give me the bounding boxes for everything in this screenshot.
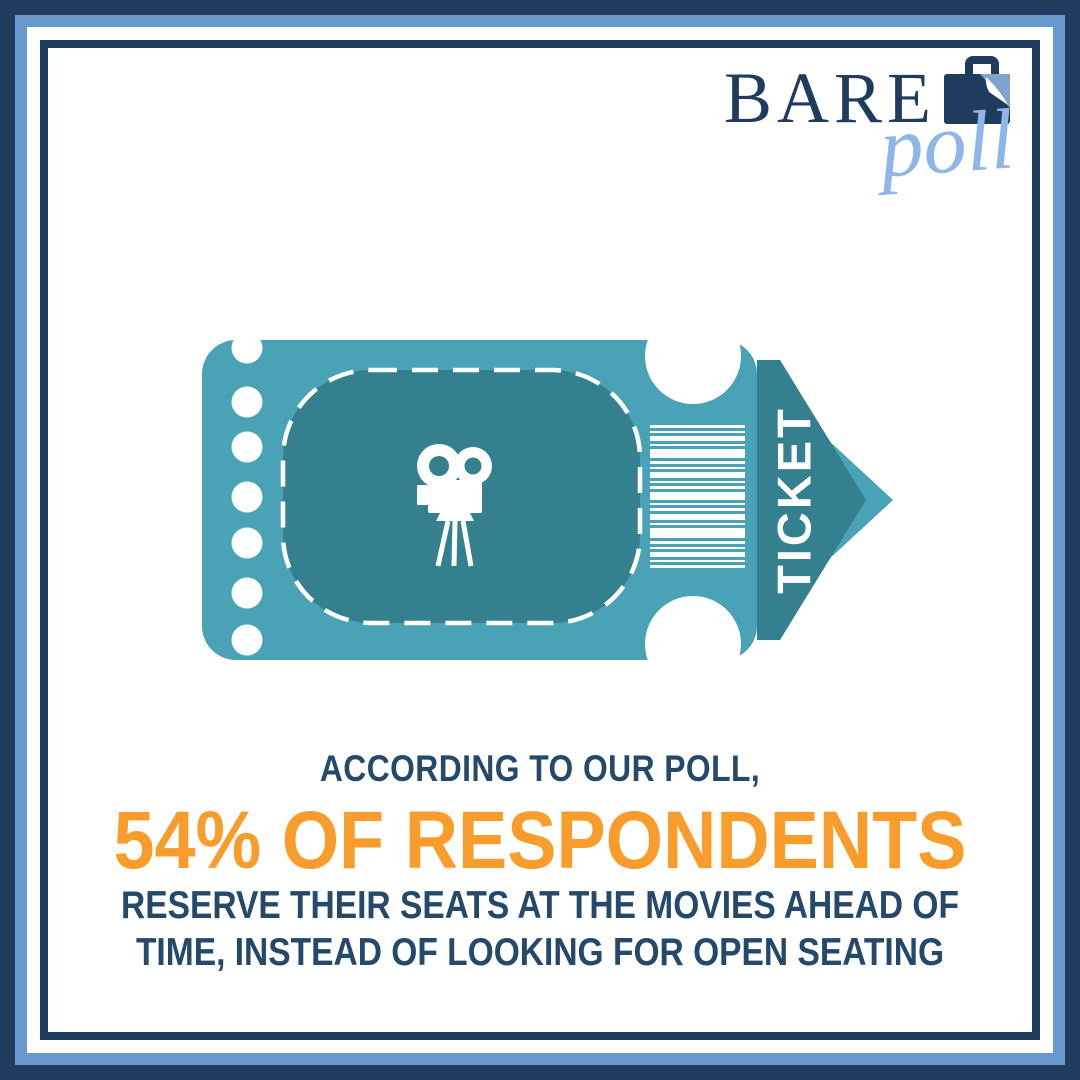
page-fold-highlight: [985, 77, 1008, 105]
poll-description-line1: RESERVE THEIR SEATS AT THE MOVIES AHEAD …: [121, 884, 959, 927]
barcode-icon: [650, 425, 745, 568]
movie-camera-icon: [417, 444, 492, 567]
briefcase-page-fold-icon: [944, 56, 1010, 124]
logo-subtitle-script: poll: [877, 90, 1018, 196]
poll-stat-line: 54% OF RESPONDENTS: [0, 794, 1080, 888]
poll-description-line2: TIME, INSTEAD OF LOOKING FOR OPEN SEATIN…: [135, 931, 945, 974]
bare-poll-logo: BARE poll: [718, 56, 1018, 211]
logo-brand-text: BARE: [723, 58, 936, 138]
poll-description: RESERVE THEIR SEATS AT THE MOVIES AHEAD …: [0, 882, 1080, 976]
poll-intro-text: ACCORDING TO OUR POLL,: [319, 748, 761, 789]
ticket-label-text: TICKET: [768, 406, 821, 594]
ticket-svg: TICKET: [202, 308, 893, 692]
perforation-dots: [231, 332, 263, 656]
ticket-notch-bottom: [645, 596, 741, 692]
ticket-notch-top: [645, 308, 741, 404]
movie-ticket-illustration: TICKET: [160, 308, 920, 692]
arrow-inner-shape: [757, 360, 866, 640]
poll-intro-line: ACCORDING TO OUR POLL,: [0, 748, 1080, 790]
poll-stat-text: 54% OF RESPONDENTS: [113, 795, 967, 886]
